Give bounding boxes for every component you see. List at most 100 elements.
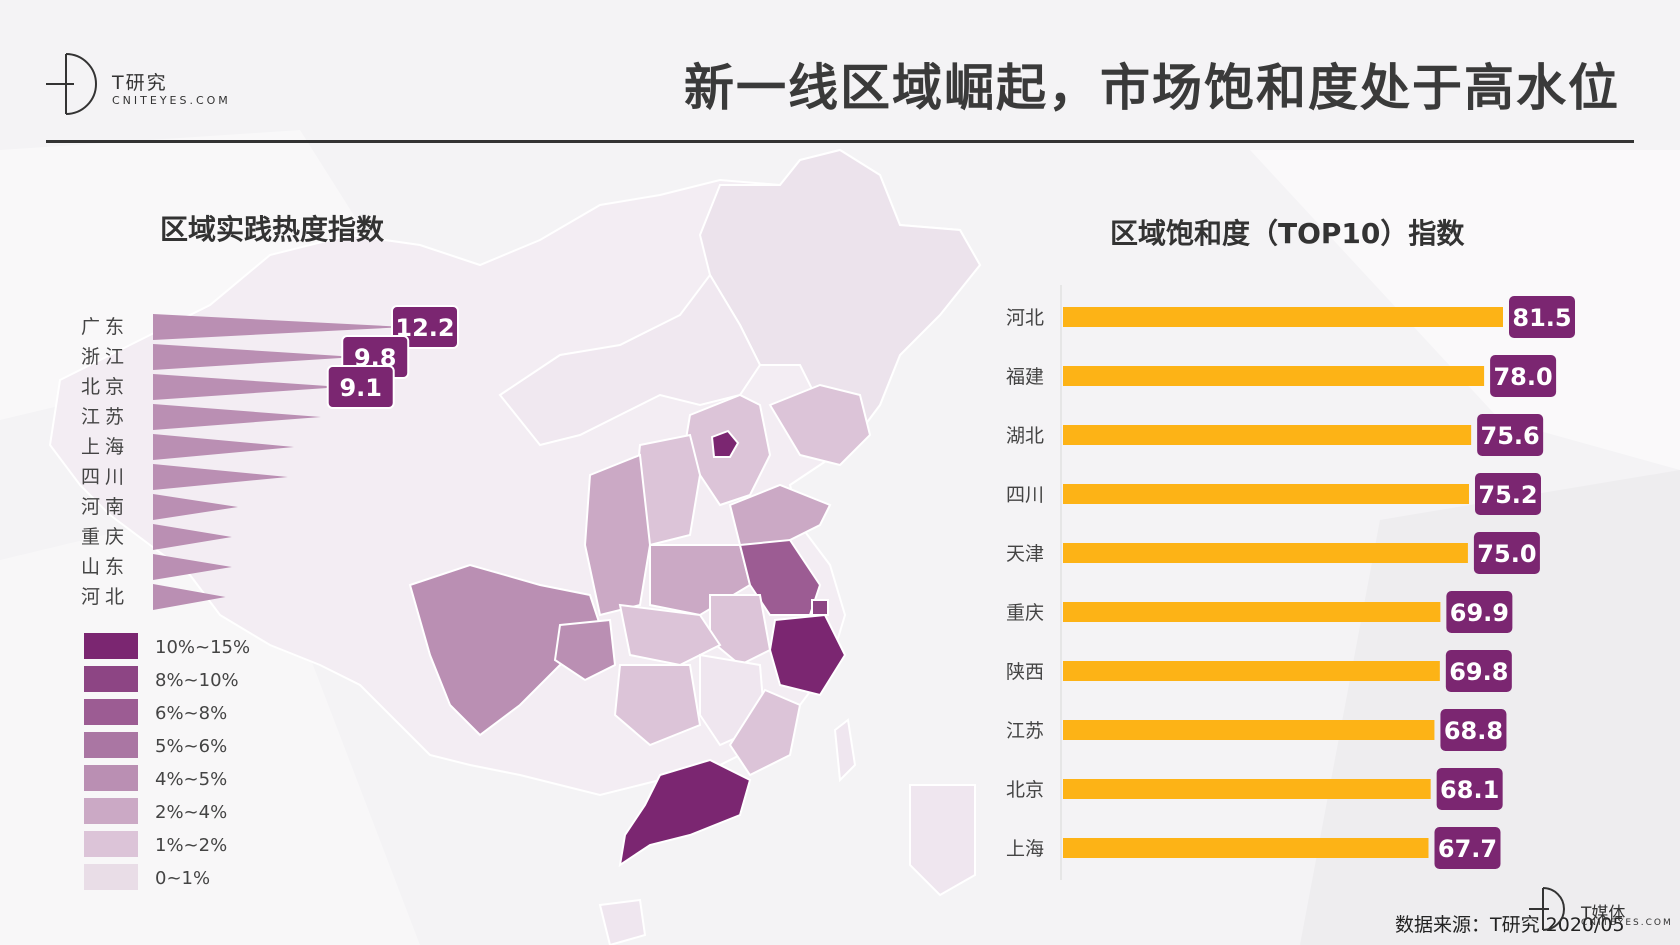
map-taiwan (833, 718, 857, 783)
bar (1063, 838, 1429, 858)
value-badge (1436, 768, 1503, 810)
left-chart-title: 区域实践热度指数 (160, 213, 385, 246)
triangle-bar (153, 584, 226, 610)
value-badge (326, 365, 395, 409)
title-divider (46, 140, 1634, 143)
value-label: 75.0 (1477, 540, 1536, 568)
logo-mark-icon (46, 53, 97, 115)
legend-label: 1%~2% (155, 835, 227, 856)
category-label: 江苏 (81, 406, 129, 428)
category-label: 陕西 (1006, 661, 1044, 683)
map-guangdong (618, 758, 752, 868)
saturation-index-chart: 河北 81.5 福建 78.0 湖北 75.6 四川 75.2 天津 75.0 重庆 69.9 陕西 69… (1006, 285, 1575, 880)
value-badge (1440, 709, 1507, 751)
category-label: 福建 (1006, 366, 1044, 388)
category-label: 湖北 (1006, 425, 1044, 447)
triangle-bar (153, 494, 239, 520)
triangle-bar (153, 344, 357, 370)
map-shanghai (811, 599, 829, 616)
category-label: 河北 (1006, 307, 1044, 329)
legend-label: 8%~10% (155, 670, 239, 691)
bar (1063, 779, 1431, 799)
value-badge (1490, 355, 1557, 397)
legend-label: 5%~6% (155, 736, 227, 757)
value-label: 69.8 (1449, 658, 1508, 686)
category-label: 上海 (81, 436, 129, 458)
legend-label: 2%~4% (155, 802, 227, 823)
legend-swatch (84, 633, 138, 659)
map-sichuan (408, 563, 602, 737)
footer-logo-mark-icon (1529, 887, 1565, 931)
map-chongqing (553, 618, 617, 682)
triangle-bar (153, 374, 342, 400)
category-label: 江苏 (1006, 720, 1044, 742)
category-label: 河北 (81, 586, 129, 608)
china-map (48, 148, 982, 945)
value-label: 75.2 (1478, 481, 1537, 509)
value-label: 81.5 (1512, 304, 1571, 332)
heat-index-chart: 广东 12.2浙江 9.8北京 9.1江苏上海四川河南重庆山东河北10%~15%8%~… (81, 305, 459, 890)
value-label: 9.1 (339, 374, 382, 402)
legend-swatch (84, 666, 138, 692)
category-label: 山东 (81, 556, 129, 578)
legend-swatch (84, 798, 138, 824)
map-shaanxi (583, 453, 652, 617)
footer-logo-text: T媒体 (1581, 904, 1626, 924)
bar (1063, 366, 1485, 386)
triangle-bar (153, 524, 232, 550)
map-hunan (613, 664, 702, 747)
legend-label: 0~1% (155, 868, 210, 889)
legend-swatch (84, 732, 138, 758)
triangle-bar (153, 464, 288, 490)
bar (1063, 720, 1435, 740)
bar (1063, 307, 1503, 327)
value-badge (1477, 414, 1544, 456)
legend-label: 10%~15% (155, 637, 250, 658)
legend-swatch (84, 831, 138, 857)
category-label: 重庆 (1006, 602, 1044, 624)
value-label: 69.9 (1450, 599, 1509, 627)
category-label: 北京 (81, 376, 129, 398)
bar (1063, 661, 1440, 681)
map-fujian (728, 688, 802, 777)
category-label: 天津 (1006, 543, 1044, 565)
value-badge (1434, 827, 1501, 869)
triangle-bar (153, 404, 321, 430)
footer-logo: T媒体 CNITEYES.COM (1525, 885, 1675, 935)
value-label: 75.6 (1481, 422, 1540, 450)
triangle-bar (153, 314, 406, 340)
category-label: 广东 (81, 316, 129, 338)
logo-text: T研究 (112, 72, 168, 94)
map-hainan (598, 898, 647, 945)
legend-swatch (84, 864, 138, 890)
value-badge (1509, 296, 1575, 338)
map-liaoning (768, 383, 872, 467)
value-label: 67.7 (1438, 835, 1497, 863)
footer-logo-subtext: CNITEYES.COM (1581, 918, 1673, 928)
category-label: 河南 (81, 496, 129, 518)
value-badge (1474, 473, 1541, 515)
right-chart-title: 区域饱和度（TOP10）指数 (1110, 217, 1465, 250)
legend-label: 4%~5% (155, 769, 227, 790)
triangle-bar (153, 434, 295, 460)
value-badge (391, 305, 459, 349)
category-label: 浙江 (81, 346, 129, 368)
value-label: 68.1 (1440, 776, 1499, 804)
map-nine-dash-inset (909, 784, 976, 897)
brand-logo: T研究 CNITEYES.COM (44, 50, 234, 120)
category-label: 重庆 (81, 526, 129, 548)
category-label: 北京 (1006, 779, 1044, 801)
category-label: 上海 (1006, 838, 1044, 860)
triangle-bar (153, 554, 232, 580)
value-label: 78.0 (1493, 363, 1552, 391)
data-source: 数据来源：T研究 2020/05 (1395, 914, 1625, 936)
bar (1063, 484, 1469, 504)
page-title: 新一线区域崛起，市场饱和度处于高水位 (684, 59, 1620, 117)
legend-swatch (84, 765, 138, 791)
legend-label: 6%~8% (155, 703, 227, 724)
value-badge (1446, 591, 1513, 633)
category-label: 四川 (81, 466, 129, 488)
value-label: 68.8 (1444, 717, 1503, 745)
bar (1063, 425, 1472, 445)
legend-swatch (84, 699, 138, 725)
